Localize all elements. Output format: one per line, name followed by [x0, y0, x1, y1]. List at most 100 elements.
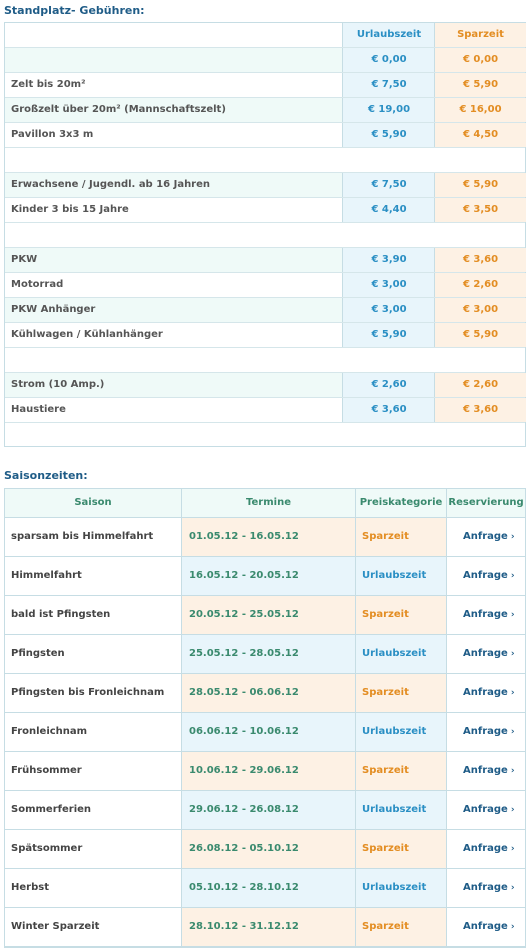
- anfrage-link[interactable]: Anfrage ›: [446, 869, 525, 907]
- anfrage-link[interactable]: Anfrage ›: [446, 635, 525, 673]
- anfrage-label[interactable]: Anfrage: [463, 765, 508, 776]
- fee-spar: € 3,60: [434, 398, 526, 422]
- fee-label: Haustiere: [11, 404, 66, 415]
- fee-row: Strom (10 Amp.) € 2,60 € 2,60: [5, 373, 526, 398]
- season-category: Sparzeit: [355, 674, 446, 712]
- season-row: Himmelfahrt 16.05.12 - 20.05.12 Urlaubszei…: [5, 557, 525, 596]
- season-category: Sparzeit: [355, 518, 446, 556]
- season-name: Sommerferien: [11, 804, 92, 815]
- season-dates: 01.05.12 - 16.05.12: [181, 518, 355, 556]
- chevron-right-icon: ›: [510, 610, 515, 620]
- fee-spar: € 16,00: [434, 98, 526, 122]
- fee-row: PKW € 3,90 € 3,60: [5, 248, 526, 273]
- fees-table: Urlaubszeit Sparzeit € 0,00 € 0,00 Zelt …: [4, 22, 526, 447]
- fee-urlaub: € 7,50: [342, 173, 435, 197]
- anfrage-label[interactable]: Anfrage: [463, 804, 508, 815]
- season-dates: 05.10.12 - 28.10.12: [181, 869, 355, 907]
- anfrage-link[interactable]: Anfrage ›: [446, 674, 525, 712]
- fee-spar: € 3,00: [434, 298, 526, 322]
- anfrage-label[interactable]: Anfrage: [463, 726, 508, 737]
- fee-spar: € 3,50: [434, 198, 526, 222]
- chevron-right-icon: ›: [510, 922, 515, 932]
- anfrage-label[interactable]: Anfrage: [463, 882, 508, 893]
- fee-label: Motorrad: [11, 279, 64, 290]
- season-category: Sparzeit: [355, 908, 446, 946]
- fee-label: PKW Anhänger: [11, 304, 96, 315]
- fee-urlaub: € 3,00: [342, 273, 435, 297]
- anfrage-label[interactable]: Anfrage: [463, 921, 508, 932]
- fee-spacer-row: [5, 148, 525, 173]
- anfrage-link[interactable]: Anfrage ›: [446, 557, 525, 595]
- season-row: Frühsommer 10.06.12 - 29.06.12 Sparzeit Anf…: [5, 752, 525, 791]
- season-row: Winter Sparzeit 28.10.12 - 31.12.12 Sparze…: [5, 908, 525, 947]
- season-row: Spätsommer 26.08.12 - 05.10.12 Sparzeit Anf…: [5, 830, 525, 869]
- fee-spar: € 2,60: [434, 273, 526, 297]
- season-row: sparsam bis Himmelfahrt 01.05.12 - 16.05.…: [5, 518, 525, 557]
- season-dates: 26.08.12 - 05.10.12: [181, 830, 355, 868]
- anfrage-link[interactable]: Anfrage ›: [446, 518, 525, 556]
- chevron-right-icon: ›: [510, 883, 515, 893]
- anfrage-label[interactable]: Anfrage: [463, 648, 508, 659]
- fee-spar: € 5,90: [434, 73, 526, 97]
- fee-label: Pavillon 3x3 m: [11, 129, 94, 140]
- anfrage-label[interactable]: Anfrage: [463, 570, 508, 581]
- season-name: Pfingsten bis Fronleichnam: [11, 687, 165, 698]
- header-reservierung: Reservierung: [446, 489, 525, 517]
- fee-spacer-row: [5, 223, 525, 248]
- chevron-right-icon: ›: [510, 844, 515, 854]
- anfrage-label[interactable]: Anfrage: [463, 609, 508, 620]
- header-preiskategorie: Preiskategorie: [355, 489, 446, 517]
- fee-label: Kinder 3 bis 15 Jahre: [11, 204, 129, 215]
- season-name: Herbst: [11, 882, 49, 893]
- fee-urlaub: € 3,00: [342, 298, 435, 322]
- anfrage-link[interactable]: Anfrage ›: [446, 713, 525, 751]
- season-category: Urlaubszeit: [355, 557, 446, 595]
- fee-urlaub: € 5,90: [342, 123, 435, 147]
- anfrage-label[interactable]: Anfrage: [463, 843, 508, 854]
- season-category: Urlaubszeit: [355, 713, 446, 751]
- season-row: bald ist Pfingsten 20.05.12 - 25.05.12 Spa…: [5, 596, 525, 635]
- chevron-right-icon: ›: [510, 805, 515, 815]
- anfrage-link[interactable]: Anfrage ›: [446, 830, 525, 868]
- fee-row: PKW Anhänger € 3,00 € 3,00: [5, 298, 526, 323]
- anfrage-label[interactable]: Anfrage: [463, 687, 508, 698]
- season-name: Frühsommer: [11, 765, 82, 776]
- season-dates: 25.05.12 - 28.05.12: [181, 635, 355, 673]
- fees-header-row: Urlaubszeit Sparzeit: [5, 23, 526, 48]
- anfrage-label[interactable]: Anfrage: [463, 531, 508, 542]
- chevron-right-icon: ›: [510, 688, 515, 698]
- fee-label: Zelt bis 20m²: [11, 79, 86, 90]
- fees-header-urlaubszeit: Urlaubszeit: [342, 23, 435, 47]
- season-row: Sommerferien 29.06.12 - 26.08.12 Urlaubsze…: [5, 791, 525, 830]
- fee-label: PKW: [11, 254, 38, 265]
- fee-row: Zelt bis 20m² € 7,50 € 5,90: [5, 73, 526, 98]
- season-category: Sparzeit: [355, 830, 446, 868]
- fee-label: Strom (10 Amp.): [11, 379, 105, 390]
- fee-label: Erwachsene / Jugendl. ab 16 Jahren: [11, 179, 211, 190]
- fee-spar: € 2,60: [434, 373, 526, 397]
- fee-spar: € 3,60: [434, 248, 526, 272]
- anfrage-link[interactable]: Anfrage ›: [446, 752, 525, 790]
- fee-urlaub: € 0,00: [342, 48, 435, 72]
- season-name: Spätsommer: [11, 843, 83, 854]
- fee-urlaub: € 3,90: [342, 248, 435, 272]
- fee-row: Motorrad € 3,00 € 2,60: [5, 273, 526, 298]
- anfrage-link[interactable]: Anfrage ›: [446, 596, 525, 634]
- fee-row: € 0,00 € 0,00: [5, 48, 526, 73]
- season-name: bald ist Pfingsten: [11, 609, 111, 620]
- anfrage-link[interactable]: Anfrage ›: [446, 791, 525, 829]
- fee-label: Großzelt über 20m² (Mannschaftszelt): [11, 104, 226, 115]
- fee-spar: € 5,90: [434, 173, 526, 197]
- season-dates: 20.05.12 - 25.05.12: [181, 596, 355, 634]
- seasons-table: Saison Termine Preiskategorie Reservieru…: [4, 488, 526, 948]
- fee-spacer-row: [5, 348, 525, 373]
- season-dates: 28.05.12 - 06.06.12: [181, 674, 355, 712]
- fees-header-sparzeit: Sparzeit: [434, 23, 526, 47]
- season-name: sparsam bis Himmelfahrt: [11, 531, 154, 542]
- fee-spar: € 0,00: [434, 48, 526, 72]
- season-category: Urlaubszeit: [355, 791, 446, 829]
- seasons-heading: Saisonzeiten:: [4, 469, 88, 482]
- anfrage-link[interactable]: Anfrage ›: [446, 908, 525, 946]
- season-row: Pfingsten 25.05.12 - 28.05.12 Urlaubszeit A…: [5, 635, 525, 674]
- fee-row: Erwachsene / Jugendl. ab 16 Jahren € 7,5…: [5, 173, 526, 198]
